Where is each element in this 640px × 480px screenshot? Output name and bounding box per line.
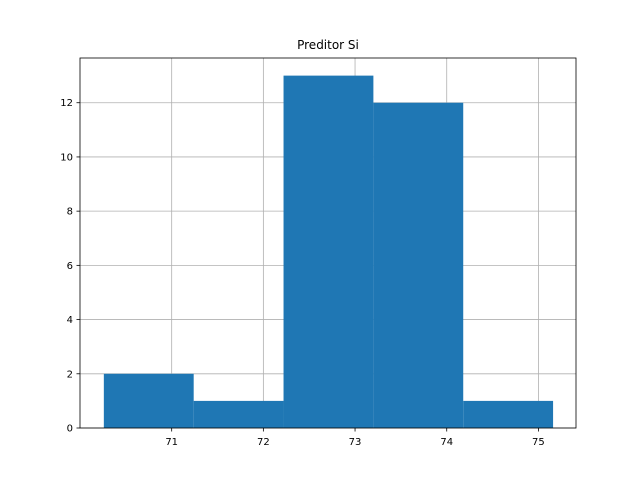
x-axis-ticks: 71 72 73 74 75	[165, 428, 545, 448]
histogram-bar	[463, 400, 554, 428]
y-tick-label: 8	[67, 207, 73, 218]
x-tick-label: 73	[349, 437, 362, 448]
y-axis-ticks: 0 2 4 6 8 10 12	[60, 98, 80, 435]
y-tick-label: 10	[60, 152, 73, 163]
chart-title: Preditor Si	[297, 38, 359, 52]
histogram-bar	[373, 102, 464, 428]
bars	[103, 75, 554, 428]
y-tick-label: 2	[67, 369, 73, 380]
y-tick-label: 6	[67, 261, 73, 272]
y-tick-label: 12	[60, 98, 73, 109]
histogram-bar	[103, 373, 194, 428]
x-tick-label: 75	[532, 437, 545, 448]
x-tick-label: 72	[257, 437, 270, 448]
histogram-bar	[283, 75, 374, 428]
plot-frame	[79, 57, 577, 429]
y-tick-label: 4	[67, 315, 73, 326]
y-tick-label: 0	[67, 424, 73, 435]
x-tick-label: 71	[165, 437, 178, 448]
x-tick-label: 74	[440, 437, 453, 448]
histogram-bar	[193, 400, 284, 428]
